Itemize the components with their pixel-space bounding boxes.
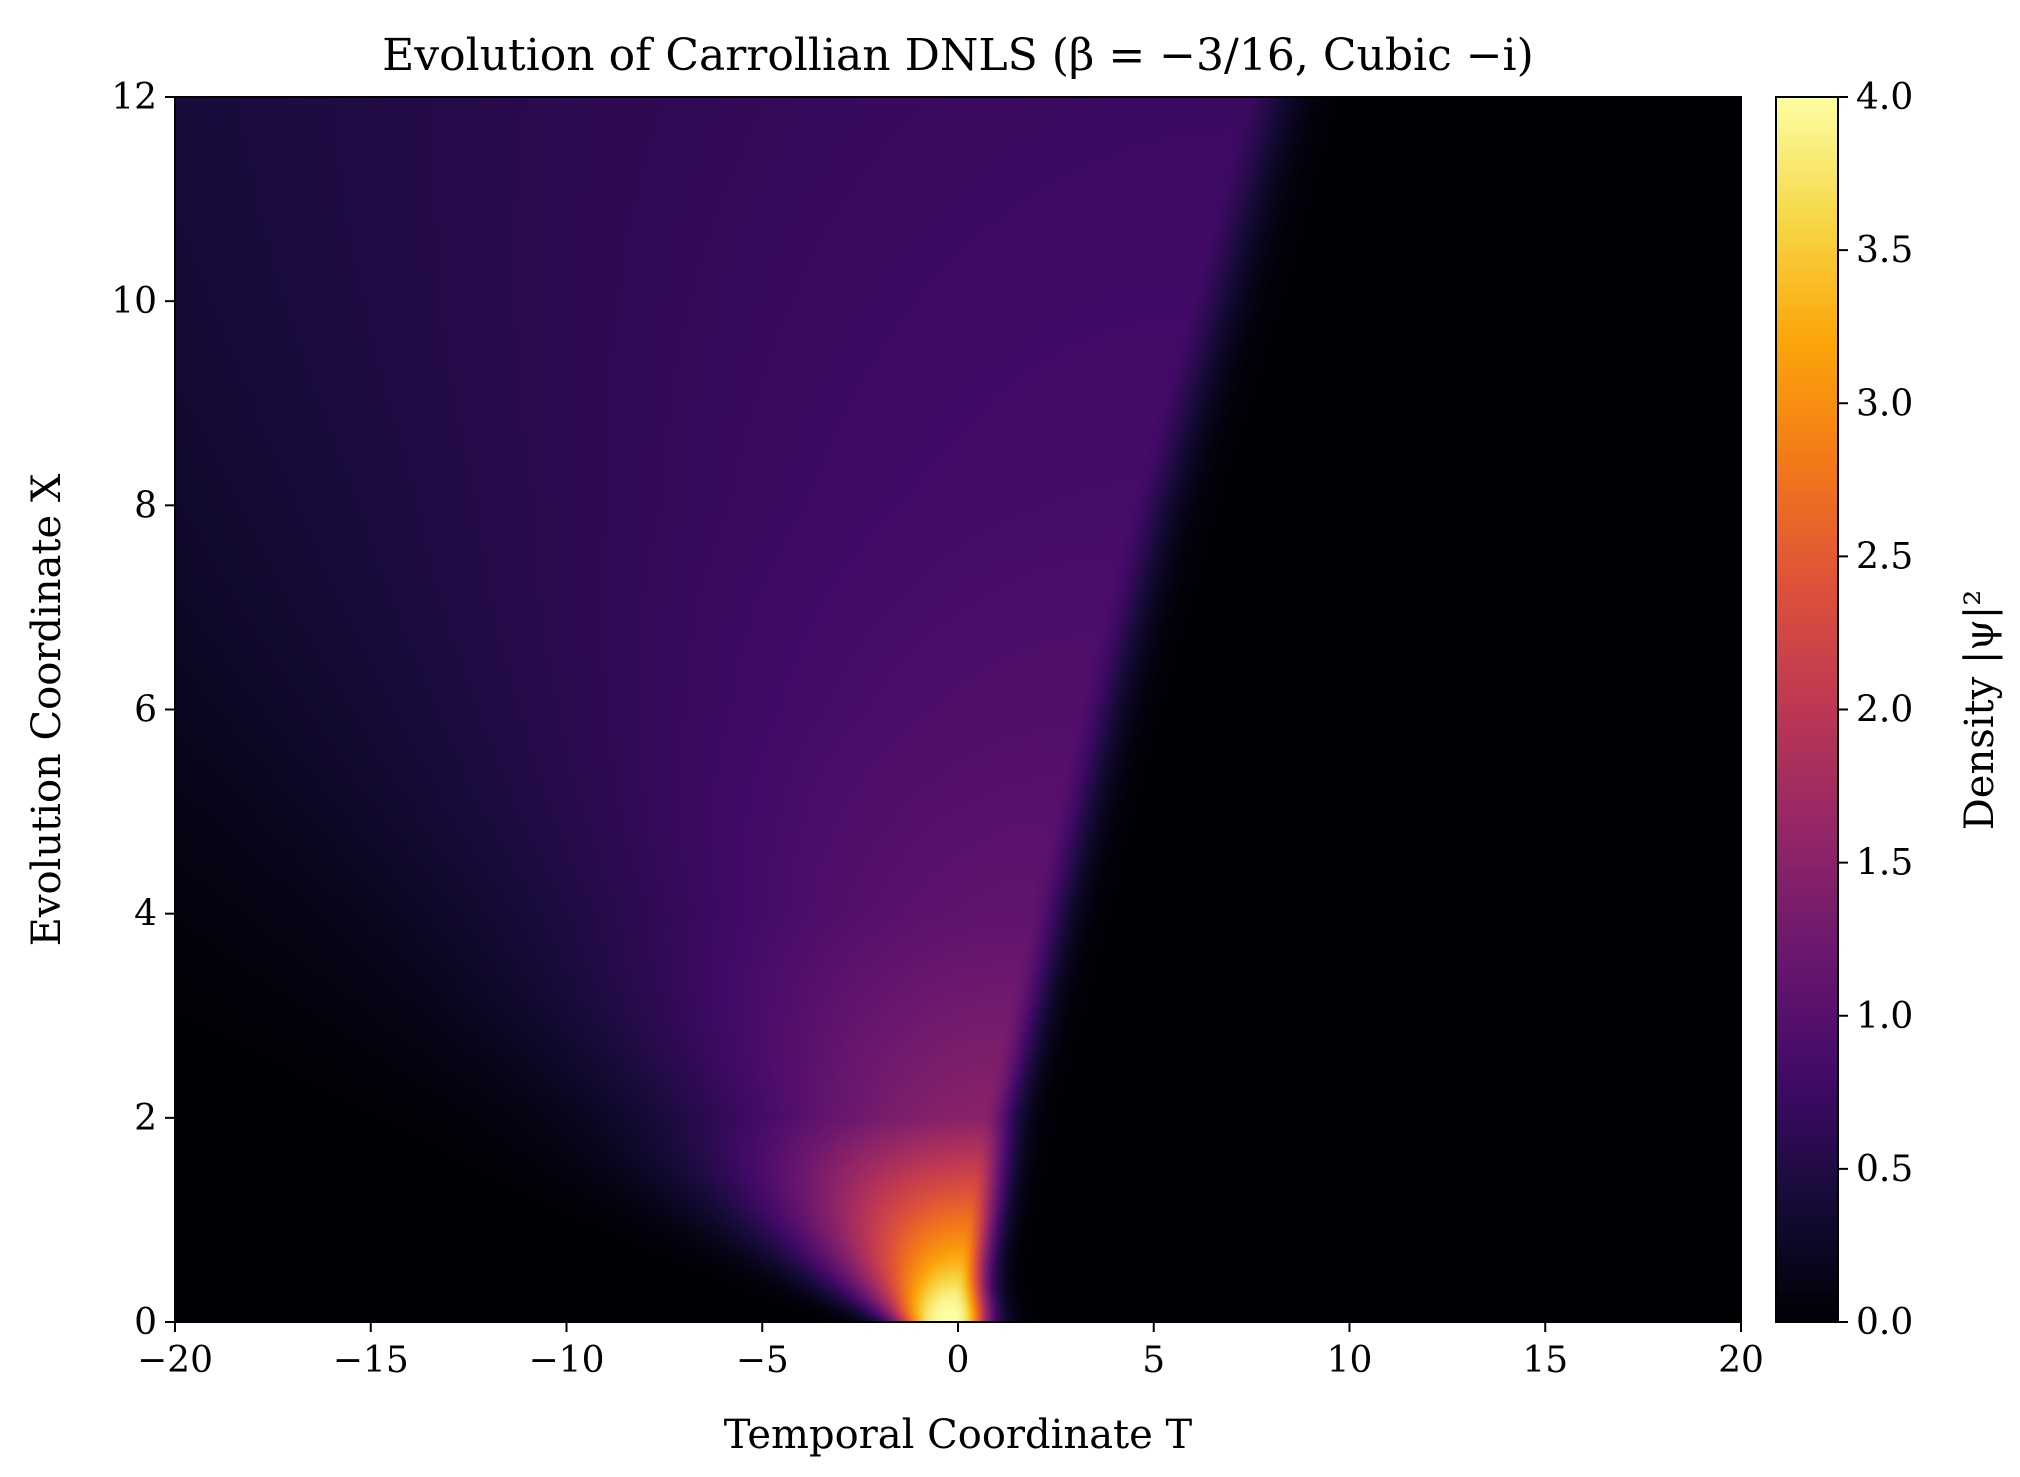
x-tick-label: 20 [1718, 1340, 1764, 1381]
y-axis: 0 2 4 6 8 10 12 [111, 77, 175, 1343]
colorbar-tick-label: 3.5 [1856, 230, 1913, 271]
x-tick-label: −20 [137, 1340, 213, 1381]
y-tick-label: 12 [111, 77, 157, 118]
x-axis: −20 −15 −10 −5 0 5 10 15 20 [137, 1322, 1764, 1381]
x-tick-label: 0 [947, 1340, 970, 1381]
colorbar-ticks: 0.0 0.5 1.0 1.5 2.0 2.5 3.0 3.5 4.0 [1838, 77, 1913, 1343]
colorbar-tick-label: 2.0 [1856, 690, 1913, 731]
y-tick-label: 10 [111, 281, 157, 322]
colorbar-gradient [1775, 96, 1839, 1323]
heatmap-density-image [175, 97, 1741, 1322]
x-tick-label: −15 [333, 1340, 409, 1381]
y-tick-label: 2 [134, 1098, 157, 1139]
colorbar-tick-label: 0.0 [1856, 1302, 1913, 1343]
colorbar-tick-label: 1.0 [1856, 996, 1913, 1037]
x-tick-label: −10 [529, 1340, 605, 1381]
colorbar-tick-label: 3.0 [1856, 383, 1913, 424]
heatmap-plot-area [174, 96, 1742, 1323]
y-tick-label: 8 [134, 485, 157, 526]
x-tick-label: −5 [736, 1340, 789, 1381]
x-tick-label: 15 [1522, 1340, 1568, 1381]
chart-title: Evolution of Carrollian DNLS (β = −3/16,… [382, 30, 1534, 81]
y-tick-label: 6 [134, 690, 157, 731]
y-axis-title: Evolution Coordinate X [24, 473, 70, 946]
x-axis-title: Temporal Coordinate T [724, 1412, 1193, 1458]
colorbar-tick-label: 4.0 [1856, 77, 1913, 118]
y-tick-label: 4 [134, 894, 157, 935]
x-tick-label: 5 [1142, 1340, 1165, 1381]
colorbar-label: Density |ψ|² [1957, 590, 2003, 831]
colorbar-tick-label: 1.5 [1856, 843, 1913, 884]
colorbar-tick-label: 0.5 [1856, 1149, 1913, 1190]
y-tick-label: 0 [134, 1302, 157, 1343]
colorbar-tick-label: 2.5 [1856, 536, 1913, 577]
colorbar: 0.0 0.5 1.0 1.5 2.0 2.5 3.0 3.5 4.0 Density |ψ|² [1775, 77, 2003, 1343]
x-tick-label: 10 [1327, 1340, 1373, 1381]
